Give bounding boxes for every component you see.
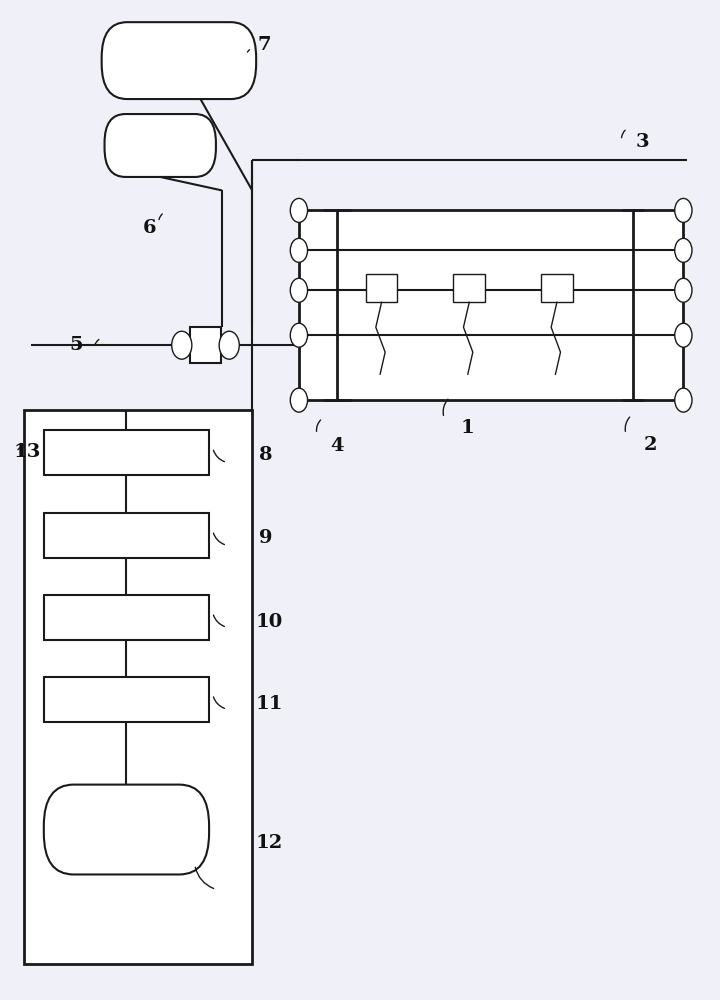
Bar <box>44 677 209 722</box>
Text: 4: 4 <box>330 437 343 455</box>
FancyBboxPatch shape <box>44 785 209 874</box>
Circle shape <box>675 388 692 412</box>
Text: 13: 13 <box>14 443 41 461</box>
Bar <box>24 410 252 964</box>
FancyBboxPatch shape <box>102 22 256 99</box>
Text: 2: 2 <box>644 436 657 454</box>
Text: 12: 12 <box>256 834 283 852</box>
Text: 8: 8 <box>259 446 273 464</box>
Text: 5: 5 <box>69 336 83 354</box>
Bar <box>299 210 683 400</box>
Text: 7: 7 <box>258 36 271 54</box>
Circle shape <box>675 198 692 222</box>
Circle shape <box>675 238 692 262</box>
Bar <box>189 327 221 363</box>
Bar <box>454 274 485 302</box>
Text: 9: 9 <box>259 529 273 547</box>
Circle shape <box>290 238 307 262</box>
Text: 3: 3 <box>635 133 649 151</box>
Circle shape <box>290 323 307 347</box>
Text: 6: 6 <box>143 219 157 237</box>
Bar <box>541 274 572 302</box>
Circle shape <box>290 198 307 222</box>
Text: 11: 11 <box>256 695 283 713</box>
Bar <box>44 595 209 640</box>
FancyBboxPatch shape <box>104 114 216 177</box>
Circle shape <box>290 278 307 302</box>
Circle shape <box>675 278 692 302</box>
Bar <box>366 274 397 302</box>
Circle shape <box>172 331 192 359</box>
Circle shape <box>290 388 307 412</box>
Circle shape <box>219 331 239 359</box>
Text: 1: 1 <box>461 419 474 437</box>
Circle shape <box>675 323 692 347</box>
Bar <box>44 513 209 558</box>
Bar <box>44 430 209 475</box>
Text: 10: 10 <box>256 613 283 631</box>
